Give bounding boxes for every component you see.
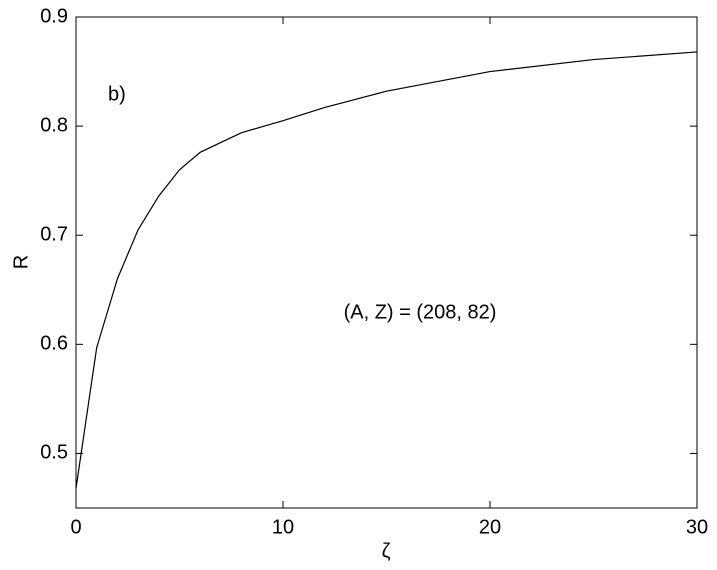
x-tick-label: 20 bbox=[479, 516, 501, 538]
annotation: (A, Z) = (208, 82) bbox=[344, 301, 497, 323]
panel-label: b) bbox=[108, 83, 126, 105]
y-axis-label: R bbox=[10, 255, 32, 269]
plot-frame bbox=[75, 16, 698, 509]
x-tick-label: 10 bbox=[272, 516, 294, 538]
y-tick-label: 0.9 bbox=[40, 5, 68, 27]
y-tick-label: 0.6 bbox=[40, 333, 68, 355]
x-tick-label: 30 bbox=[686, 516, 708, 538]
data-line bbox=[75, 51, 698, 489]
y-tick-label: 0.8 bbox=[40, 114, 68, 136]
y-tick-label: 0.7 bbox=[40, 224, 68, 246]
x-tick-label: 0 bbox=[70, 516, 81, 538]
y-tick-label: 0.5 bbox=[40, 442, 68, 464]
x-axis-label: ζ bbox=[382, 540, 391, 562]
